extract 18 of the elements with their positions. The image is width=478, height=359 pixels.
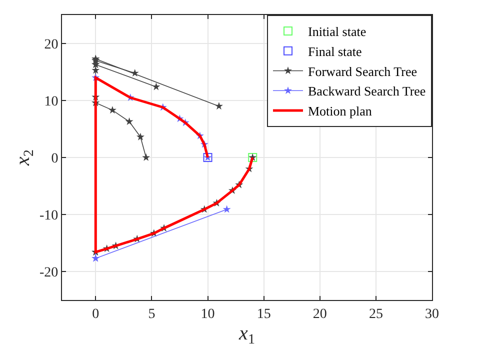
y-tick-label: -20 bbox=[40, 265, 58, 280]
x-tick-label: 20 bbox=[312, 306, 327, 322]
x-tick-label: 5 bbox=[148, 306, 156, 322]
y-tick-label: 10 bbox=[44, 94, 58, 110]
y-tick-label: -10 bbox=[40, 208, 58, 224]
y-tick-label: 20 bbox=[44, 37, 58, 52]
x-tick-label: 25 bbox=[368, 306, 383, 322]
legend-label: Forward Search Tree bbox=[308, 64, 418, 79]
legend-label: Backward Search Tree bbox=[308, 84, 426, 99]
y-tick-label: 0 bbox=[51, 151, 58, 166]
x-tick-label: 30 bbox=[425, 306, 439, 322]
x-tick-label: 0 bbox=[92, 306, 100, 322]
legend-label: Initial state bbox=[308, 24, 366, 40]
x-tick-label: 15 bbox=[256, 306, 271, 322]
legend-label: Final state bbox=[308, 44, 362, 59]
legend-label: Motion plan bbox=[308, 104, 372, 119]
x-axis-title: x$_{1}$ bbox=[238, 322, 255, 348]
x-tick-label: 10 bbox=[200, 306, 215, 322]
